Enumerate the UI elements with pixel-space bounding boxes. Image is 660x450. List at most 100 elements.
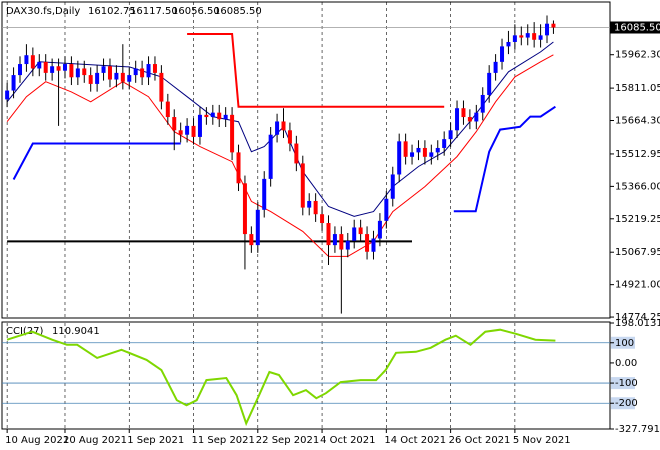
candle-body: [281, 121, 286, 131]
candle-body: [101, 66, 106, 73]
y-tick-label: 15067.95: [615, 247, 660, 258]
candle-body: [268, 134, 273, 179]
candle-body: [397, 141, 402, 175]
candle-body: [127, 75, 132, 82]
header-value: 16085.50: [214, 6, 262, 17]
candle-body: [525, 33, 530, 38]
x-tick-label: 10 Aug 2021: [5, 435, 69, 446]
candle-body: [43, 61, 48, 73]
candle-body: [538, 35, 543, 40]
x-tick-label: 26 Oct 2021: [449, 435, 511, 446]
overlay-line: [6, 41, 554, 217]
candle-body: [320, 214, 325, 224]
candle-body: [5, 90, 10, 100]
x-tick-label: 14 Oct 2021: [384, 435, 446, 446]
candle-body: [345, 240, 350, 250]
candle-body: [371, 238, 376, 252]
y-tick-label: 14921.00: [615, 280, 660, 291]
candle-body: [410, 152, 415, 157]
level-box: [611, 397, 635, 410]
candle-body: [204, 114, 209, 118]
y-tick-label: 15219.25: [615, 214, 660, 225]
y-tick-label: 15811.05: [615, 83, 660, 94]
candle-body: [455, 108, 460, 131]
candle-body: [262, 178, 267, 210]
header-value: 16117.50: [130, 6, 178, 17]
candle-body: [50, 66, 55, 73]
candle-body: [532, 33, 537, 40]
x-tick-label: 1 Sep 2021: [127, 435, 184, 446]
overlay-line: [12, 142, 181, 180]
candle-body: [326, 223, 331, 246]
candle-body: [500, 46, 505, 62]
candle-body: [140, 68, 145, 78]
candle-body: [178, 130, 183, 135]
candle-body: [197, 114, 202, 137]
cci-panel: [1, 321, 611, 430]
overlay-line: [6, 54, 554, 257]
candle-body: [249, 234, 254, 246]
candle-body: [422, 147, 427, 157]
y-tick-label: 15962.30: [615, 50, 660, 61]
candle-body: [236, 152, 241, 184]
candle-body: [377, 220, 382, 239]
x-tick-label: 4 Oct 2021: [320, 435, 375, 446]
candle-body: [146, 64, 151, 78]
candle-body: [191, 125, 196, 137]
candle-body: [11, 75, 16, 91]
candle-body: [352, 227, 357, 241]
level-box: [611, 377, 635, 390]
cci-line: [6, 328, 556, 427]
candle-body: [512, 35, 517, 42]
overlay-line: [187, 33, 445, 108]
candle-body: [467, 117, 472, 122]
candle-body: [403, 141, 408, 157]
x-tick-label: 20 Aug 2021: [63, 435, 127, 446]
y-tick-label: 0.00: [615, 358, 637, 369]
candle-body: [493, 61, 498, 73]
y-tick-label: 14774.25: [615, 312, 660, 323]
candle-body: [275, 121, 280, 135]
y-tick-label: 198.0131: [615, 318, 660, 329]
candle-body: [107, 66, 112, 80]
candle-body: [294, 143, 299, 164]
candle-body: [30, 55, 35, 69]
candle-body: [69, 64, 74, 78]
chart-title: DAX30.fs,Daily: [6, 6, 80, 17]
candle-body: [120, 72, 125, 82]
candle-body: [339, 234, 344, 250]
candle-body: [62, 64, 67, 71]
y-tick-label: -200: [615, 398, 638, 409]
candle-body: [358, 227, 363, 235]
candle-body: [24, 55, 29, 65]
candle-body: [506, 41, 511, 47]
level-box: [611, 336, 635, 349]
candle-body: [75, 68, 80, 78]
cci-title: CCI(27): [6, 326, 44, 337]
cci-value: 110.9041: [52, 326, 100, 337]
candle-body: [487, 72, 492, 95]
candle-body: [461, 108, 466, 118]
candle-body: [88, 75, 93, 84]
candle-body: [255, 209, 260, 246]
candle-body: [313, 200, 318, 215]
candle-body: [384, 198, 389, 221]
candle-body: [114, 72, 119, 80]
candle-body: [480, 94, 485, 113]
candle-body: [332, 234, 337, 246]
candle-body: [95, 72, 100, 84]
candle-body: [519, 35, 524, 38]
y-tick-label: 15512.95: [615, 149, 660, 160]
candle-body: [300, 163, 305, 208]
candle-body: [448, 130, 453, 140]
candle-body: [37, 61, 42, 69]
y-tick-label: 15366.00: [615, 181, 660, 192]
candle-body: [210, 112, 215, 118]
main-panel: [1, 1, 611, 319]
candle-body: [17, 64, 22, 76]
candle-body: [474, 112, 479, 122]
candle-body: [82, 68, 87, 76]
y-tick-label: -100: [615, 378, 638, 389]
x-tick-label: 22 Sep 2021: [256, 435, 319, 446]
